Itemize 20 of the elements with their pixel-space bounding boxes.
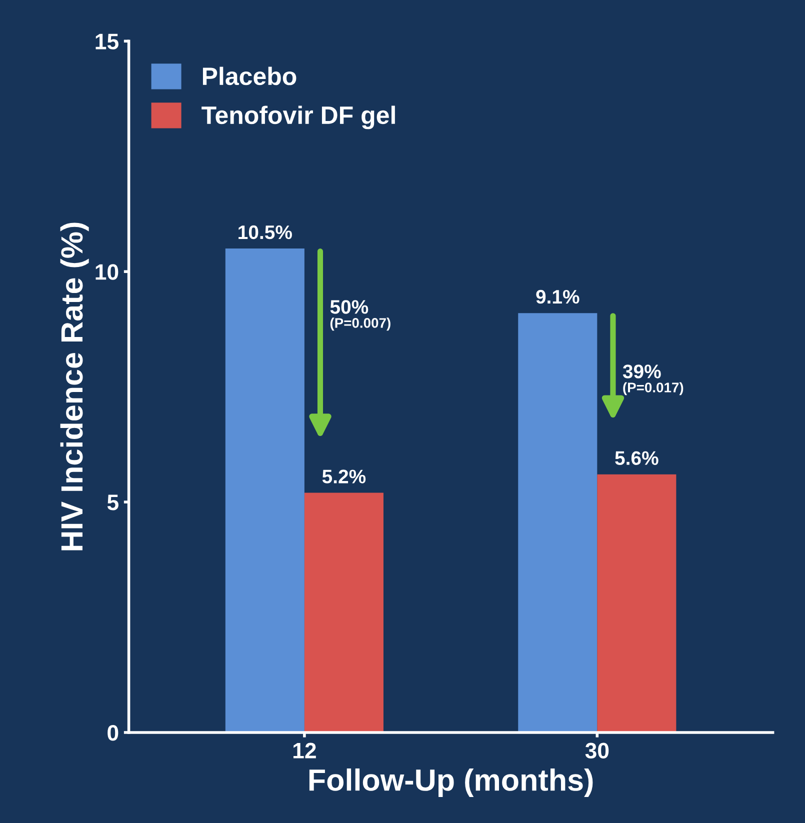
x-axis-title: Follow-Up (months) — [309, 768, 593, 797]
annotation: 39% (P=0.017) — [622, 364, 684, 396]
x-tick-label: 30 — [585, 742, 609, 759]
data-label: 5.2% — [322, 470, 366, 484]
y-axis-title: HIV Incidence Rate (%) — [60, 222, 89, 550]
bar — [597, 474, 676, 732]
x-tick-label: 12 — [293, 742, 316, 758]
y-tick-label: 10 — [96, 264, 118, 280]
y-tick-label: 15 — [96, 34, 118, 50]
data-label: 5.6% — [615, 451, 658, 465]
bar — [225, 248, 304, 732]
y-tick-label: 0 — [108, 725, 118, 741]
data-label: 10.5% — [238, 225, 292, 240]
legend-label: Tenofovir DF gel — [202, 106, 395, 130]
legend-label: Placebo — [202, 66, 296, 86]
data-label: 9.1% — [536, 290, 580, 304]
bar — [518, 313, 598, 732]
bar — [304, 492, 384, 732]
y-tick-label: 5 — [107, 494, 118, 510]
annotation: 50% (P=0.007) — [330, 300, 390, 331]
